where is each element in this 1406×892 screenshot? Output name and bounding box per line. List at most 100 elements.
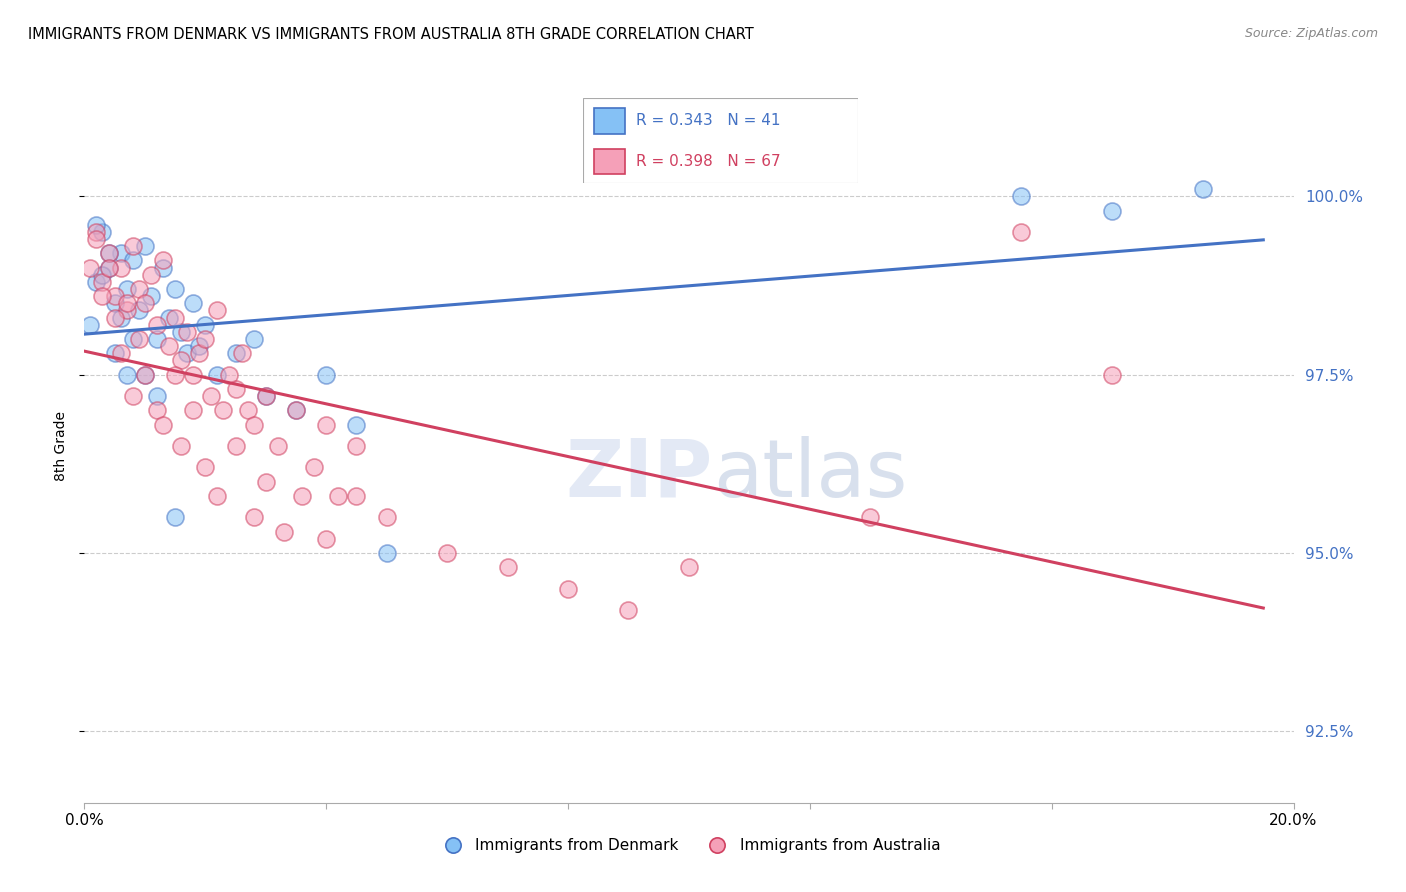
Point [134, 368, 156, 382]
Point [375, 546, 398, 560]
Point [176, 325, 198, 339]
Point [496, 560, 519, 574]
Point [194, 318, 217, 332]
Point [859, 510, 882, 524]
Point [91, 225, 114, 239]
Text: IMMIGRANTS FROM DENMARK VS IMMIGRANTS FROM AUSTRALIA 8TH GRADE CORRELATION CHART: IMMIGRANTS FROM DENMARK VS IMMIGRANTS FR… [28, 27, 754, 42]
Point [346, 417, 368, 432]
Point [225, 346, 247, 360]
Point [225, 439, 247, 453]
Point [115, 296, 138, 310]
Point [157, 339, 180, 353]
Point [200, 389, 222, 403]
Point [128, 282, 150, 296]
Point [212, 403, 235, 417]
Point [254, 389, 277, 403]
Point [315, 368, 337, 382]
Point [152, 417, 174, 432]
Point [121, 239, 143, 253]
Point [110, 346, 132, 360]
Point [181, 368, 204, 382]
Point [267, 439, 290, 453]
Text: R = 0.343   N = 41: R = 0.343 N = 41 [636, 113, 780, 128]
Point [91, 268, 114, 282]
Point [242, 510, 264, 524]
Point [328, 489, 350, 503]
Point [176, 346, 198, 360]
Bar [595, 108, 624, 134]
Point [139, 268, 162, 282]
Point [346, 489, 368, 503]
Point [121, 332, 143, 346]
Point [157, 310, 180, 325]
Y-axis label: 8th Grade: 8th Grade [53, 411, 67, 481]
Point [188, 346, 211, 360]
Point [146, 332, 169, 346]
Point [170, 353, 193, 368]
Point [315, 532, 337, 546]
Point [97, 246, 120, 260]
Point [79, 318, 101, 332]
Point [207, 368, 229, 382]
Legend: Immigrants from Denmark, Immigrants from Australia: Immigrants from Denmark, Immigrants from… [432, 832, 946, 859]
Point [110, 246, 132, 260]
Point [104, 296, 127, 310]
Text: atlas: atlas [713, 435, 907, 514]
Point [110, 260, 132, 275]
Point [115, 303, 138, 318]
Point [375, 510, 398, 524]
Point [436, 546, 458, 560]
Point [242, 332, 264, 346]
Point [165, 368, 187, 382]
Point [194, 460, 217, 475]
Point [91, 289, 114, 303]
Point [134, 296, 156, 310]
Point [86, 225, 108, 239]
Point [285, 403, 308, 417]
Point [170, 439, 193, 453]
Point [152, 253, 174, 268]
Point [79, 260, 101, 275]
Bar [595, 149, 624, 175]
Point [104, 310, 127, 325]
Point [97, 260, 120, 275]
Point [231, 346, 253, 360]
Point [181, 296, 204, 310]
Point [346, 439, 368, 453]
Point [302, 460, 325, 475]
Point [86, 218, 108, 232]
Point [170, 325, 193, 339]
Point [134, 368, 156, 382]
Point [181, 403, 204, 417]
Point [678, 560, 700, 574]
Point [115, 282, 138, 296]
Point [165, 282, 187, 296]
Point [315, 417, 337, 432]
Point [121, 389, 143, 403]
Point [1011, 189, 1033, 203]
Point [242, 417, 264, 432]
Point [104, 289, 127, 303]
Point [254, 475, 277, 489]
Point [225, 382, 247, 396]
Point [1101, 368, 1123, 382]
Point [1011, 225, 1033, 239]
Point [207, 489, 229, 503]
Point [104, 346, 127, 360]
Point [152, 260, 174, 275]
Point [97, 260, 120, 275]
Point [291, 489, 314, 503]
Point [134, 239, 156, 253]
Text: ZIP: ZIP [565, 435, 713, 514]
Text: R = 0.398   N = 67: R = 0.398 N = 67 [636, 154, 780, 169]
Point [1192, 182, 1215, 196]
Point [146, 403, 169, 417]
Point [285, 403, 308, 417]
Point [128, 303, 150, 318]
Point [91, 275, 114, 289]
Point [273, 524, 295, 539]
Point [146, 389, 169, 403]
FancyBboxPatch shape [583, 98, 858, 183]
Point [165, 310, 187, 325]
Point [110, 310, 132, 325]
